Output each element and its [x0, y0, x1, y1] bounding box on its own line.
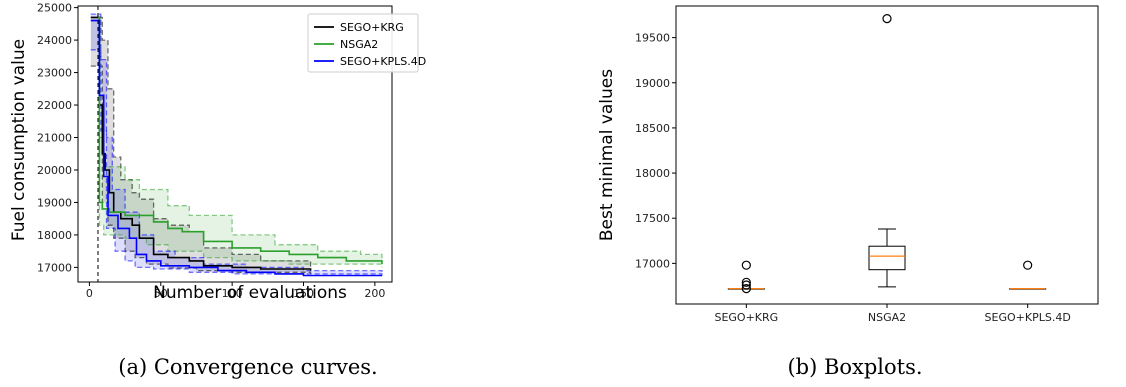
mean-line-sego-krg: [90, 16, 312, 271]
legend-label: SEGO+KPLS.4D: [340, 55, 426, 68]
outlier-point: [1023, 260, 1033, 270]
x-tick-label: SEGO+KRG: [714, 311, 778, 324]
y-tick-label: 17000: [635, 257, 670, 270]
upper-bound-sego-krg: [90, 16, 312, 268]
outlier-point: [882, 14, 892, 24]
convergence-series: [90, 13, 383, 278]
y-tick-label: 17000: [37, 261, 72, 274]
y-tick-label: 18000: [37, 229, 72, 242]
convergence-plot-frame: [77, 5, 393, 283]
y-tick-label: 19000: [635, 77, 670, 90]
boxplot-y-label: Best minimal values: [597, 69, 617, 241]
boxplot-ticks: 17000 17500 18000 18500 19000 19500 SEGO+KRG NS…: [635, 32, 1071, 324]
boxplot-boxes: [727, 14, 1047, 294]
lower-bound-nsga2: [98, 45, 383, 268]
mean-line-sego-kpls-4d: [90, 19, 382, 277]
outlier-point: [741, 277, 751, 287]
x-tick-label: 0: [86, 287, 93, 300]
convergence-ticks: 0 50 100 150 200 17000 18000 19000 20000 21000 220…: [37, 2, 385, 300]
box-body: [868, 245, 906, 271]
legend-label: NSGA2: [340, 38, 378, 51]
x-tick-label: 50: [154, 287, 168, 300]
legend-label: SEGO+KRG: [340, 21, 404, 34]
y-tick-label: 18000: [635, 167, 670, 180]
y-tick-label: 24000: [37, 34, 72, 47]
convergence-x-label: Number of evaluations: [153, 283, 347, 303]
y-tick-label: 19000: [37, 196, 72, 209]
x-tick-label: 200: [364, 287, 385, 300]
x-tick-label: NSGA2: [868, 311, 906, 324]
outlier-point: [741, 280, 751, 290]
caption-b: (b) Boxplots.: [787, 355, 922, 379]
x-tick-label: SEGO+KPLS.4D: [985, 311, 1071, 324]
band-sego-krg: [90, 17, 311, 274]
legend-box: [307, 13, 419, 73]
x-tick-label: 150: [293, 287, 314, 300]
box-nsga2: [868, 14, 906, 288]
outlier-point: [741, 284, 751, 294]
mean-line-nsga2: [98, 16, 383, 265]
lower-bound-sego-krg: [90, 65, 312, 274]
convergence-legend: SEGO+KRG NSGA2 SEGO+KPLS.4D: [307, 13, 426, 73]
caption-a: (a) Convergence curves.: [118, 355, 377, 379]
boxplot-chart: 17000 17500 18000 18500 19000 19500 SEGO+KRG NS…: [597, 5, 1099, 379]
y-tick-label: 22000: [37, 99, 72, 112]
y-tick-label: 19500: [635, 32, 670, 45]
boxplot-plot-frame: [675, 5, 1099, 305]
x-tick-label: 100: [222, 287, 243, 300]
convergence-chart: 0 50 100 150 200 17000 18000 19000 20000 21000 220…: [9, 2, 426, 379]
y-tick-label: 21000: [37, 132, 72, 145]
outlier-point: [741, 260, 751, 270]
box-sego-krg: [727, 260, 765, 294]
y-tick-label: 17500: [635, 212, 670, 225]
y-tick-label: 25000: [37, 2, 72, 15]
y-tick-label: 20000: [37, 164, 72, 177]
y-tick-label: 23000: [37, 67, 72, 80]
convergence-y-label: Fuel consumption value: [9, 39, 29, 241]
y-tick-label: 18500: [635, 122, 670, 135]
band-sego-kpls-4d: [90, 14, 383, 278]
box-sego-kpls-4d: [1009, 260, 1047, 290]
